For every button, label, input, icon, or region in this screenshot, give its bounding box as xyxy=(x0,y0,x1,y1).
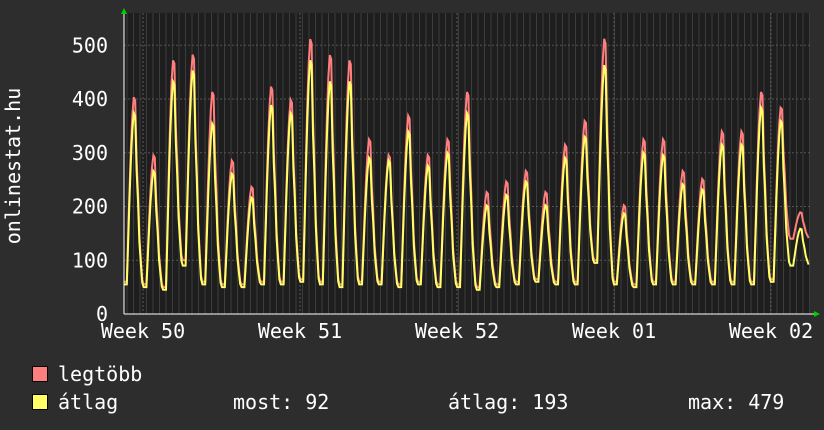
y-tick-label: 200 xyxy=(72,195,108,219)
y-axis-arrow-icon xyxy=(121,8,127,14)
stat-current: most: 92 xyxy=(233,390,330,414)
series-lines xyxy=(124,38,810,291)
y-tick-label: 300 xyxy=(72,141,108,165)
y-axis-label: onlinestat.hu xyxy=(1,88,25,245)
y-tick-label: 100 xyxy=(72,248,108,272)
stat-average: átlag: 193 xyxy=(448,390,569,414)
x-tick-label: Week 52 xyxy=(415,319,499,343)
legend-swatch-avg xyxy=(32,394,48,410)
stat-max: max: 479 xyxy=(688,390,785,414)
y-tick-label: 500 xyxy=(72,33,108,57)
legend-label-avg: átlag xyxy=(58,390,119,414)
legend-swatch-max xyxy=(32,366,48,382)
legend-item-avg: átlag xyxy=(32,390,119,414)
legend-item-max: legtöbb xyxy=(32,362,143,386)
y-tick-label: 400 xyxy=(72,87,108,111)
x-axis-arrow-icon xyxy=(814,311,820,317)
x-tick-label: Week 01 xyxy=(572,319,656,343)
x-tick-label: Week 50 xyxy=(101,319,185,343)
axes xyxy=(121,8,820,317)
x-tick-label: Week 51 xyxy=(258,319,342,343)
tick-labels: 0 100 200 300 400 500 Week 50 Week 51 Week 52 Wee… xyxy=(72,33,813,343)
y-tick-label: 0 xyxy=(96,302,108,326)
x-tick-label: Week 02 xyxy=(729,319,813,343)
plot-background xyxy=(124,13,810,314)
chart: 0 100 200 300 400 500 Week 50 Week 51 Week 52 Wee… xyxy=(1,8,820,343)
legend-label-max: legtöbb xyxy=(58,362,143,386)
series-line-avg xyxy=(124,59,810,291)
